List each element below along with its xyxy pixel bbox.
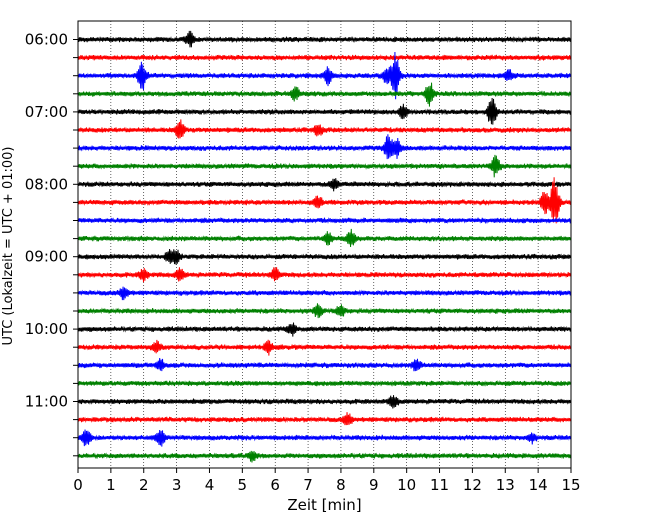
y-tick-label: 07:00 (25, 103, 68, 121)
x-tick-label: 9 (369, 476, 379, 494)
seismogram-trace (77, 30, 572, 48)
y-tick-label: 08:00 (25, 175, 68, 193)
x-tick-label: 8 (336, 476, 346, 494)
x-axis-label: Zeit [min] (287, 496, 361, 514)
grid-lines (110, 21, 539, 468)
seismogram-trace (77, 286, 572, 301)
y-axis-label: UTC (Lokalzeit = UTC + 01:00) (1, 147, 16, 346)
seismogram-trace (77, 267, 572, 283)
x-tick-label: 15 (561, 476, 580, 494)
seismogram-trace (77, 98, 572, 125)
x-tick-label: 3 (172, 476, 182, 494)
x-tick-label: 12 (463, 476, 482, 494)
seismogram-trace (77, 228, 572, 247)
seismogram-trace (77, 357, 572, 372)
seismogram-trace (77, 134, 572, 160)
seismogram-trace (77, 177, 572, 224)
x-tick-label: 0 (73, 476, 83, 494)
seismogram-trace (77, 339, 572, 356)
x-tick-label: 4 (205, 476, 215, 494)
seismogram-trace (77, 450, 572, 463)
seismogram-trace (77, 412, 572, 426)
x-tick-label: 5 (238, 476, 248, 494)
y-tick-label: 09:00 (25, 248, 68, 266)
seismogram-trace (77, 154, 572, 178)
seismogram-traces (77, 30, 572, 463)
y-tick-label: 06:00 (25, 31, 68, 49)
seismogram-trace (77, 178, 572, 192)
seismogram-trace (77, 303, 572, 319)
plot-frame (77, 20, 572, 469)
seismogram-trace (77, 395, 572, 409)
x-tick-label: 7 (303, 476, 313, 494)
x-tick-label: 10 (397, 476, 416, 494)
seismogram-trace (77, 380, 572, 387)
seismogram-trace (77, 119, 572, 139)
seismogram-trace (77, 82, 572, 107)
x-tick-label: 11 (430, 476, 449, 494)
x-tick-label: 1 (106, 476, 116, 494)
axis-ticks: 0 1 2 3 4 5 6 7 8 9 10 11 12 13 14 1506:0007:0008:0009:… (25, 31, 581, 495)
y-tick-label: 11:00 (25, 393, 68, 411)
y-tick-label: 10:00 (25, 320, 68, 338)
seismogram-trace (77, 52, 572, 100)
x-tick-label: 2 (139, 476, 149, 494)
seismogram-trace (77, 322, 572, 337)
seismogram-trace (77, 429, 572, 447)
x-tick-label: 14 (529, 476, 548, 494)
seismogram-trace (77, 216, 572, 225)
x-tick-label: 6 (270, 476, 280, 494)
seismogram-trace (77, 54, 572, 61)
seismogram-trace (77, 249, 572, 265)
x-tick-label: 13 (496, 476, 515, 494)
